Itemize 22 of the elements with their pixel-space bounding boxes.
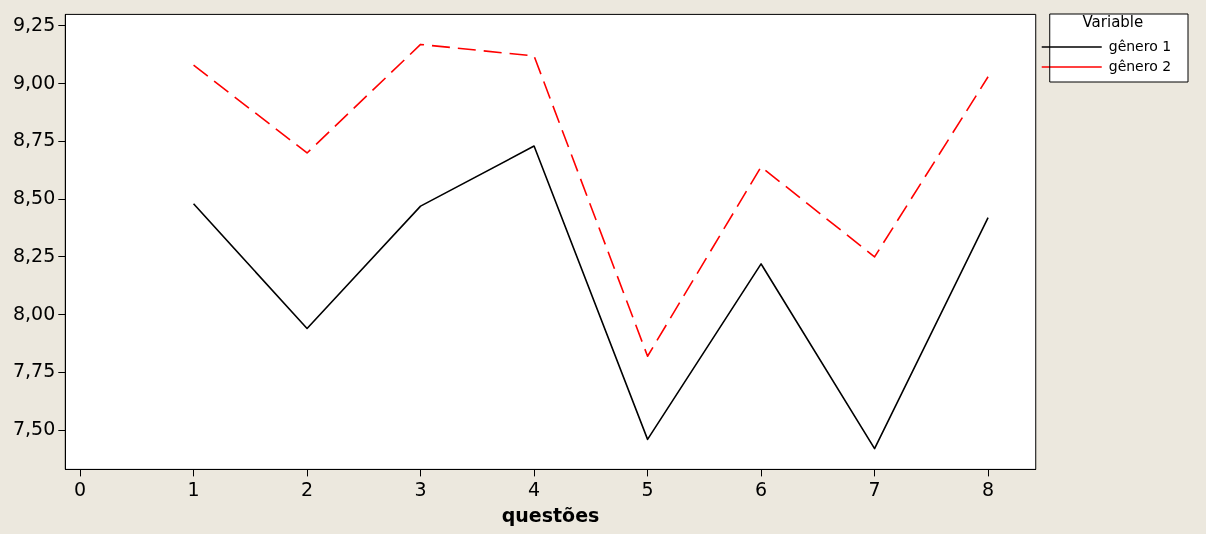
y-tick-label: 8,25	[12, 243, 56, 266]
x-tick-label: 7	[868, 477, 881, 500]
y-tick-label: 7,50	[12, 417, 56, 440]
y-tick-label: 9,25	[12, 12, 56, 35]
x-axis-title: questões	[501, 503, 600, 526]
x-tick-label: 8	[982, 477, 995, 500]
x-tick-label: 4	[528, 477, 541, 500]
y-tick-label: 8,50	[12, 186, 56, 209]
x-tick-label: 6	[755, 477, 768, 500]
y-tick-label: 8,75	[12, 128, 56, 151]
y-tick-label: 8,00	[12, 301, 56, 324]
x-tick-label: 1	[187, 477, 200, 500]
line-series	[192, 43, 989, 358]
legend-label: gênero 1	[1108, 37, 1181, 54]
legend-label: gênero 2	[1108, 57, 1181, 74]
x-tick-label: 2	[301, 477, 314, 500]
x-tick-label: 0	[74, 477, 87, 500]
y-tick-label: 7,75	[12, 359, 56, 382]
legend-title: Variable	[1082, 13, 1144, 32]
y-tick-label: 9,00	[12, 70, 56, 93]
x-tick-label: 3	[414, 477, 427, 500]
x-tick-label: 5	[641, 477, 654, 500]
